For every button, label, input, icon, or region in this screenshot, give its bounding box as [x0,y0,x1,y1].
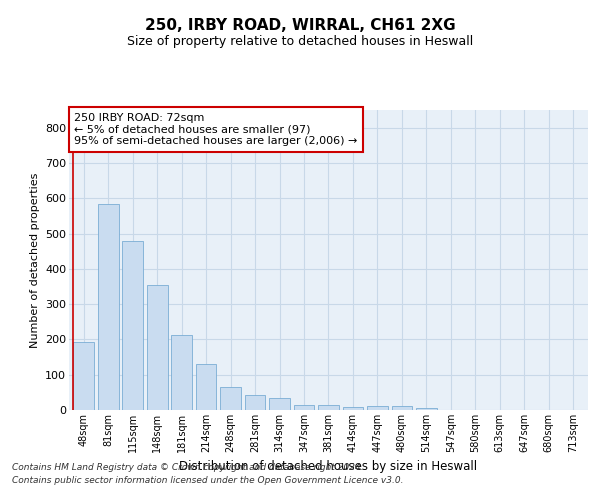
Bar [196,364,217,410]
Bar [269,398,290,410]
Bar [416,408,437,410]
Bar [293,404,314,410]
Text: Contains public sector information licensed under the Open Government Licence v3: Contains public sector information licen… [12,476,404,485]
Bar [122,240,143,410]
Bar [171,335,192,410]
Bar [147,286,167,410]
X-axis label: Distribution of detached houses by size in Heswall: Distribution of detached houses by size … [179,460,478,473]
Bar [343,407,364,410]
Bar [392,406,412,410]
Bar [245,395,265,410]
Bar [318,404,339,410]
Text: Contains HM Land Registry data © Crown copyright and database right 2024.: Contains HM Land Registry data © Crown c… [12,464,364,472]
Bar [220,388,241,410]
Bar [367,406,388,410]
Text: 250 IRBY ROAD: 72sqm
← 5% of detached houses are smaller (97)
95% of semi-detach: 250 IRBY ROAD: 72sqm ← 5% of detached ho… [74,113,358,146]
Bar [98,204,119,410]
Y-axis label: Number of detached properties: Number of detached properties [29,172,40,348]
Text: Size of property relative to detached houses in Heswall: Size of property relative to detached ho… [127,35,473,48]
Text: 250, IRBY ROAD, WIRRAL, CH61 2XG: 250, IRBY ROAD, WIRRAL, CH61 2XG [145,18,455,32]
Bar [73,342,94,410]
